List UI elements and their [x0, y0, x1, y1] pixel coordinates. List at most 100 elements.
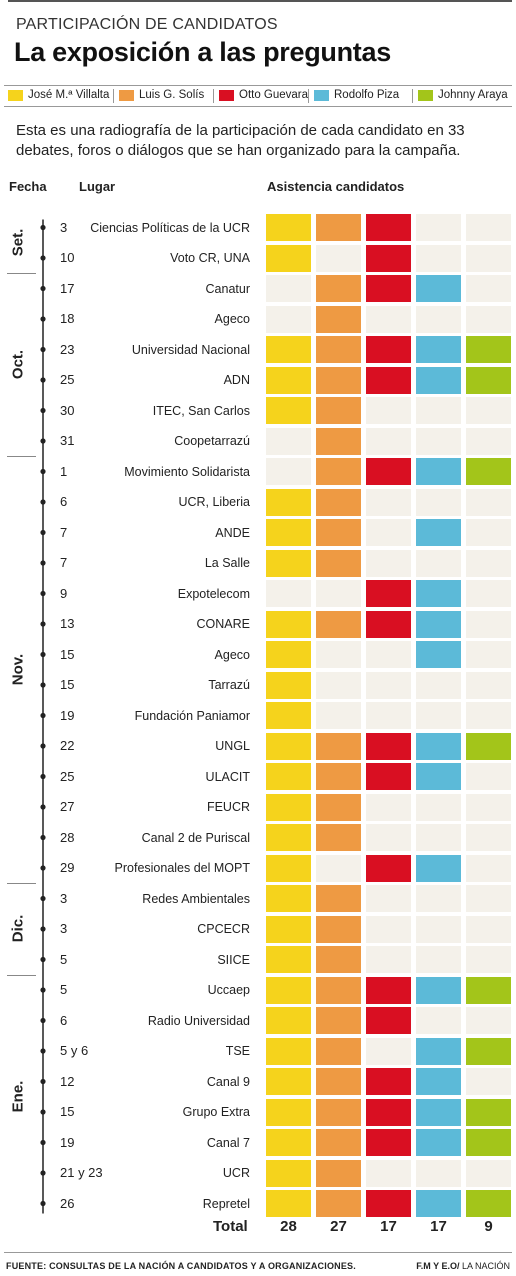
attendance-cell-present: [266, 763, 311, 790]
attendance-cell-present: [316, 519, 361, 546]
attendance-cell-absent: [366, 488, 411, 516]
attendance-cell-present: [366, 275, 411, 302]
event-day: 7: [60, 555, 68, 570]
event-place: UNGL: [215, 739, 250, 753]
attendance-cell-present: [366, 976, 411, 1004]
event-day: 13: [60, 616, 75, 631]
attendance-cell-absent: [466, 1159, 511, 1187]
attendance-cell-present: [316, 1037, 361, 1065]
legend-separator: [412, 89, 413, 103]
attendance-cell-absent: [366, 641, 411, 668]
candidate-total: 17: [380, 1218, 397, 1235]
attendance-cell-present: [266, 1098, 311, 1126]
timeline-dot: [40, 590, 46, 597]
attendance-cell-present: [266, 336, 311, 363]
attendance-cell-present: [266, 397, 311, 424]
event-place: SIICE: [217, 952, 250, 967]
attendance-cell-absent: [316, 244, 361, 272]
attendance-cell-absent: [266, 305, 311, 333]
attendance-cell-present: [316, 488, 361, 516]
footer-rule: [4, 1252, 512, 1253]
attendance-cell-present: [416, 458, 461, 485]
event-day: 10: [60, 250, 75, 265]
attendance-cell-absent: [266, 580, 311, 607]
attendance-cell-present: [266, 519, 311, 546]
attendance-cell-present: [266, 885, 311, 912]
attendance-cell-present: [316, 1007, 361, 1034]
event-place: Ageco: [214, 312, 250, 326]
attendance-cell-absent: [316, 671, 361, 699]
timeline-dot: [40, 987, 46, 993]
source-note: FUENTE: CONSULTAS DE LA NACIÓN A CANDIDA…: [6, 1261, 356, 1271]
attendance-cell-absent: [466, 549, 511, 577]
attendance-cell-absent: [416, 305, 461, 333]
event-place: UCR: [222, 1166, 250, 1180]
attendance-cell-absent: [366, 549, 411, 577]
attendance-cell-present: [316, 732, 361, 760]
attendance-cell-present: [266, 610, 311, 638]
legend-label: Luis G. Solís: [139, 89, 205, 101]
event-day: 19: [60, 1134, 75, 1150]
attendance-cell-absent: [416, 793, 461, 821]
timeline-dot: [40, 499, 46, 505]
legend-swatch: [119, 90, 134, 101]
event-place: CONARE: [196, 617, 250, 631]
event-day: 26: [60, 1195, 75, 1211]
timeline-dot: [40, 926, 46, 932]
month-label: Set.: [9, 228, 27, 257]
attendance-cell-absent: [316, 854, 361, 882]
attendance-cell-present: [466, 336, 511, 363]
attendance-cell-present: [266, 641, 311, 668]
attendance-cell-absent: [366, 519, 411, 546]
attendance-cell-present: [366, 732, 411, 760]
event-day: 21 y 23: [60, 1165, 103, 1180]
event-place: Ageco: [214, 647, 250, 662]
attendance-cell-present: [266, 976, 311, 1004]
attendance-cell-present: [266, 488, 311, 516]
event-day: 17: [60, 280, 75, 296]
attendance-cell-absent: [466, 946, 511, 973]
attendance-cell-absent: [316, 702, 361, 729]
event-day: 22: [60, 738, 75, 753]
attendance-cell-present: [316, 275, 361, 302]
attendance-cell-absent: [316, 641, 361, 668]
timeline-dot: [40, 621, 46, 627]
attendance-cell-present: [466, 458, 511, 485]
attendance-cell-present: [316, 427, 361, 455]
attendance-cell-present: [466, 1129, 511, 1156]
timeline-dot: [40, 651, 46, 658]
attendance-cell-present: [416, 1098, 461, 1126]
event-place: Repretel: [202, 1196, 250, 1211]
attendance-cell-present: [366, 1007, 411, 1034]
legend: José M.ª Villalta Luis G. Solís Otto Gueva…: [4, 85, 512, 107]
event-place: Canal 9: [206, 1074, 250, 1089]
attendance-cell-present: [316, 214, 361, 241]
event-place: Canal 2 de Puriscal: [141, 830, 250, 845]
event-place: Profesionales del MOPT: [114, 861, 250, 875]
attendance-cell-present: [316, 824, 361, 851]
attendance-cell-present: [366, 214, 411, 241]
candidate-total: 27: [330, 1218, 347, 1235]
attendance-cell-present: [416, 275, 461, 302]
event-place: Fundación Paniamor: [134, 708, 250, 723]
attendance-cell-present: [416, 366, 461, 394]
candidate-total: 9: [484, 1218, 493, 1235]
attendance-cell-absent: [416, 214, 461, 241]
timeline-dot: [40, 773, 46, 780]
legend-label: Otto Guevara: [239, 89, 309, 101]
attendance-cell-absent: [266, 275, 311, 302]
attendance-cell-present: [416, 1190, 461, 1217]
timeline-dot: [40, 834, 46, 841]
attendance-cell-absent: [416, 1007, 461, 1034]
timeline-dot: [40, 1048, 46, 1054]
event-day: 19: [60, 707, 75, 723]
timeline-dot: [40, 712, 46, 719]
attendance-cell-absent: [466, 763, 511, 790]
event-place: FEUCR: [206, 800, 250, 814]
timeline-dot: [40, 560, 46, 566]
attendance-cell-present: [266, 946, 311, 973]
timeline-dot: [40, 468, 46, 475]
attendance-cell-present: [266, 702, 311, 729]
event-day: 15: [60, 677, 75, 692]
